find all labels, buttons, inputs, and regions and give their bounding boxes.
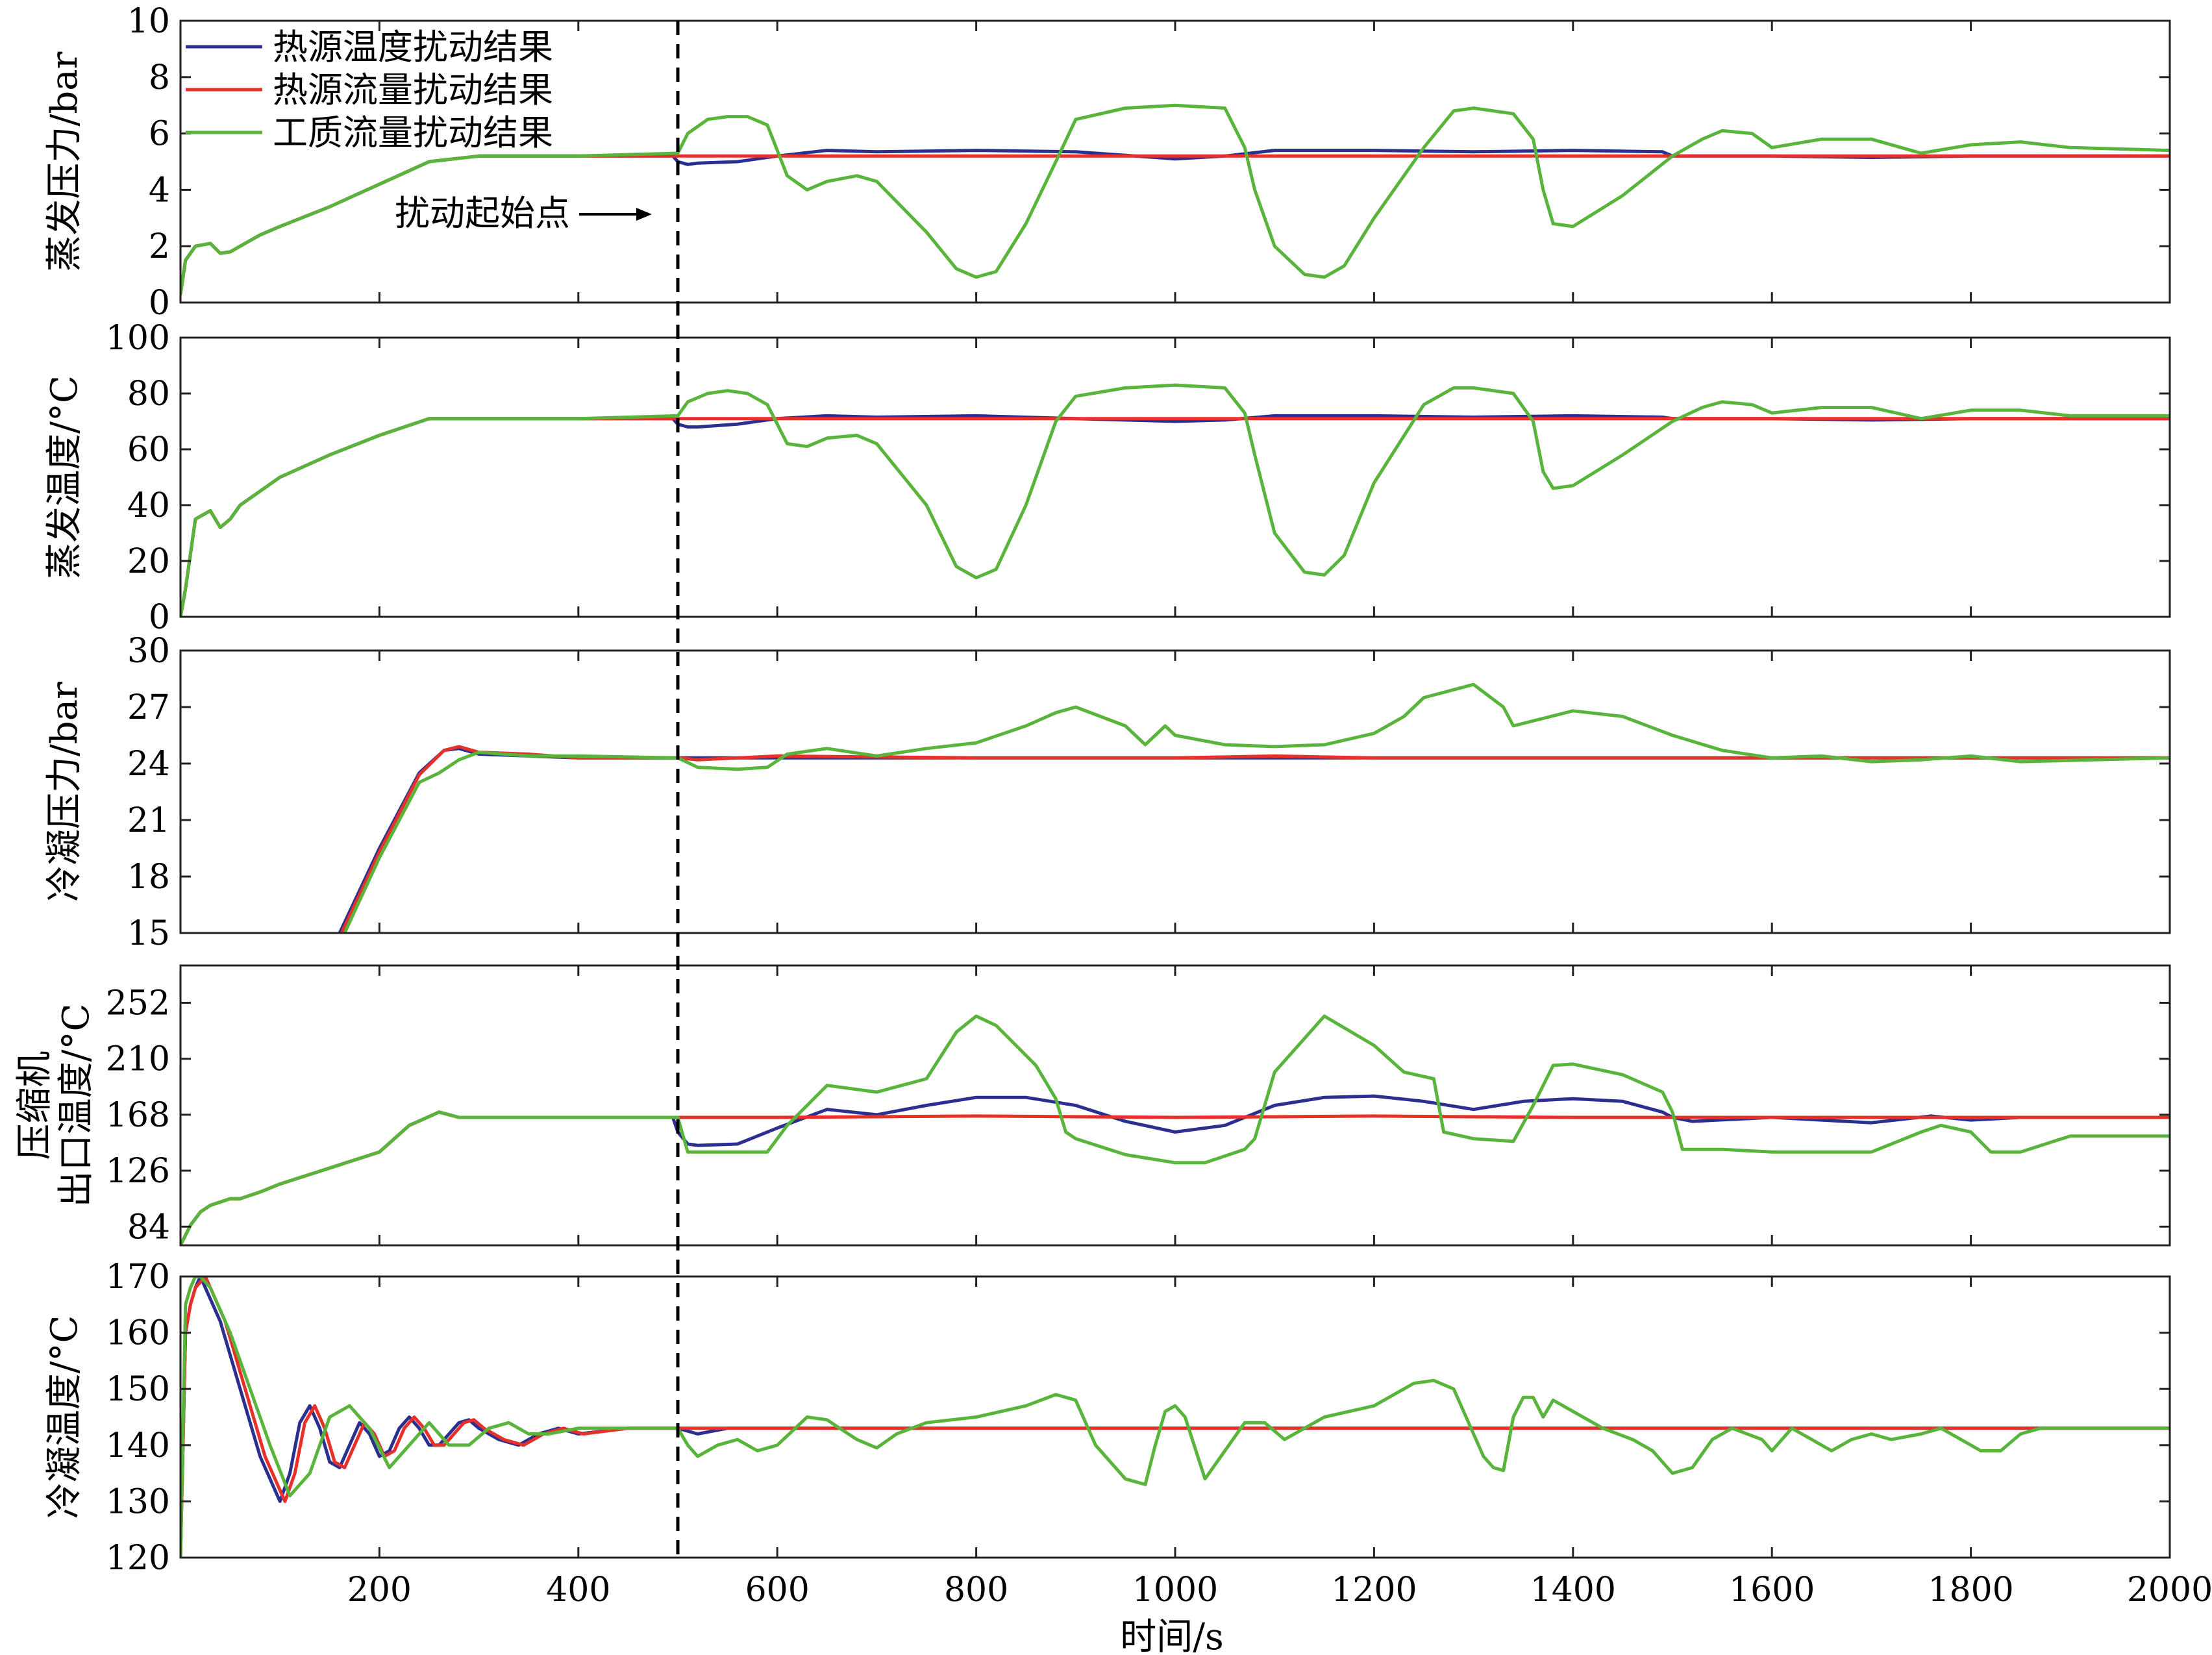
panel-frame bbox=[179, 964, 2171, 1247]
panel-4-series bbox=[180, 1014, 2170, 1245]
y-axis-label-line: 压缩机 bbox=[14, 1051, 56, 1160]
y-tick-label: 0 bbox=[149, 284, 170, 323]
y-tick-label: 130 bbox=[106, 1482, 170, 1521]
series-line-working_fluid_flow bbox=[180, 1014, 2170, 1245]
series-line-working_fluid_flow bbox=[180, 1276, 2170, 1558]
y-tick-label: 84 bbox=[127, 1208, 170, 1247]
legend-item-heat_source_flow: 热源流量扰动结果 bbox=[186, 69, 553, 110]
y-axis-label-line: 蒸发压力/bar bbox=[43, 51, 86, 271]
x-tick-label: 2000 bbox=[2127, 1571, 2212, 1610]
panel-frame bbox=[179, 1275, 2171, 1559]
y-tick-label: 126 bbox=[106, 1152, 170, 1191]
series-line-working_fluid_flow bbox=[180, 103, 2170, 296]
legend-item-working_fluid_flow: 工质流量扰动结果 bbox=[186, 112, 553, 153]
y-axis-label-line: 蒸发温度/°C bbox=[43, 375, 86, 579]
y-axis-label: 压缩机 出口温度/°C bbox=[14, 1004, 97, 1208]
y-axis-label: 蒸发压力/bar bbox=[43, 51, 86, 271]
y-tick-label: 160 bbox=[106, 1314, 170, 1353]
y-tick-label: 168 bbox=[106, 1096, 170, 1135]
x-tick-label: 1800 bbox=[1928, 1571, 2013, 1610]
series-line-working_fluid_flow bbox=[180, 383, 2170, 617]
y-tick-label: 21 bbox=[127, 801, 170, 840]
y-tick-label: 210 bbox=[106, 1040, 170, 1079]
y-tick-label: 24 bbox=[127, 745, 170, 784]
x-tick-label: 400 bbox=[546, 1571, 610, 1610]
arrow-head-icon bbox=[636, 208, 652, 221]
y-tick-label: 18 bbox=[127, 858, 170, 897]
annotation-label: 扰动起始点 bbox=[395, 193, 570, 234]
y-tick-label: 2 bbox=[149, 227, 170, 266]
y-tick-label: 6 bbox=[149, 115, 170, 154]
y-tick-label: 30 bbox=[127, 632, 170, 671]
x-tick-label: 600 bbox=[745, 1571, 810, 1610]
x-tick-label: 1000 bbox=[1132, 1571, 1218, 1610]
x-tick-label: 1400 bbox=[1530, 1571, 1616, 1610]
series-line-heat_source_flow bbox=[180, 417, 2170, 617]
disturbance-start-annotation: 扰动起始点 bbox=[395, 193, 652, 234]
series-line-working_fluid_flow bbox=[343, 682, 2170, 933]
series-line-heat_source_flow bbox=[180, 1276, 2170, 1558]
legend-label: 热源流量扰动结果 bbox=[273, 69, 553, 110]
legend-label: 热源温度扰动结果 bbox=[273, 27, 553, 68]
x-tick-label: 1200 bbox=[1331, 1571, 1417, 1610]
series-line-heat_source_flow bbox=[340, 745, 2170, 933]
y-tick-label: 10 bbox=[127, 2, 170, 41]
panel-2-series bbox=[180, 383, 2170, 617]
y-tick-label: 120 bbox=[106, 1539, 170, 1578]
panel-1: 0 2 4 6 8 10 蒸发压力/bar bbox=[43, 2, 2171, 323]
panel-2: 0 20 40 60 80 100 蒸发温度/°C bbox=[43, 319, 2171, 637]
y-axis-label: 冷凝温度/°C bbox=[43, 1315, 86, 1519]
y-tick-label: 252 bbox=[106, 984, 170, 1023]
y-tick-label: 100 bbox=[106, 319, 170, 358]
panel-frame bbox=[179, 649, 2171, 934]
x-axis: 200 400 600 800 1000 1200 1400 1600 1800 2000 bbox=[347, 1571, 2212, 1610]
chart-panels: 0246810蒸发压力/bar020406080100蒸发温度/°C151821… bbox=[14, 2, 2171, 1578]
panel-5: 120 130 140 150 160 170 冷凝温度/°C bbox=[43, 1258, 2171, 1578]
y-tick-label: 4 bbox=[149, 171, 170, 210]
y-axis-label-line: 出口温度/°C bbox=[55, 1004, 97, 1208]
y-axis-label: 蒸发温度/°C bbox=[43, 375, 86, 579]
panel-5-series bbox=[180, 1276, 2170, 1558]
y-tick-label: 80 bbox=[127, 375, 170, 414]
y-tick-label: 170 bbox=[106, 1258, 170, 1297]
y-tick-label: 40 bbox=[127, 486, 170, 525]
panel-3-series bbox=[338, 682, 2170, 933]
y-axis-label: 冷凝压力/bar bbox=[43, 682, 86, 902]
y-tick-label: 60 bbox=[127, 430, 170, 469]
series-line-heat_source_temperature bbox=[338, 747, 2170, 933]
y-tick-label: 140 bbox=[106, 1426, 170, 1465]
panel-1-series bbox=[180, 103, 2170, 296]
x-tick-label: 800 bbox=[944, 1571, 1008, 1610]
panel-frame bbox=[179, 336, 2171, 618]
y-tick-label: 0 bbox=[149, 598, 170, 637]
y-tick-label: 15 bbox=[127, 914, 170, 953]
panel-3: 15 18 21 24 27 30 冷凝压力/bar bbox=[43, 632, 2171, 953]
series-line-heat_source_temperature bbox=[180, 414, 2170, 617]
legend-label: 工质流量扰动结果 bbox=[273, 112, 553, 153]
y-axis-label-line: 冷凝压力/bar bbox=[43, 682, 86, 902]
x-axis-label: 时间/s bbox=[1120, 1616, 1224, 1655]
y-tick-label: 20 bbox=[127, 542, 170, 581]
x-tick-label: 1600 bbox=[1729, 1571, 1815, 1610]
series-line-heat_source_temperature bbox=[180, 1276, 2170, 1558]
y-tick-label: 150 bbox=[106, 1370, 170, 1409]
y-tick-label: 8 bbox=[149, 58, 170, 97]
legend-item-heat_source_temperature: 热源温度扰动结果 bbox=[186, 27, 553, 68]
y-tick-label: 27 bbox=[127, 688, 170, 727]
y-axis-label-line: 冷凝温度/°C bbox=[43, 1315, 86, 1519]
x-tick-label: 200 bbox=[347, 1571, 412, 1610]
